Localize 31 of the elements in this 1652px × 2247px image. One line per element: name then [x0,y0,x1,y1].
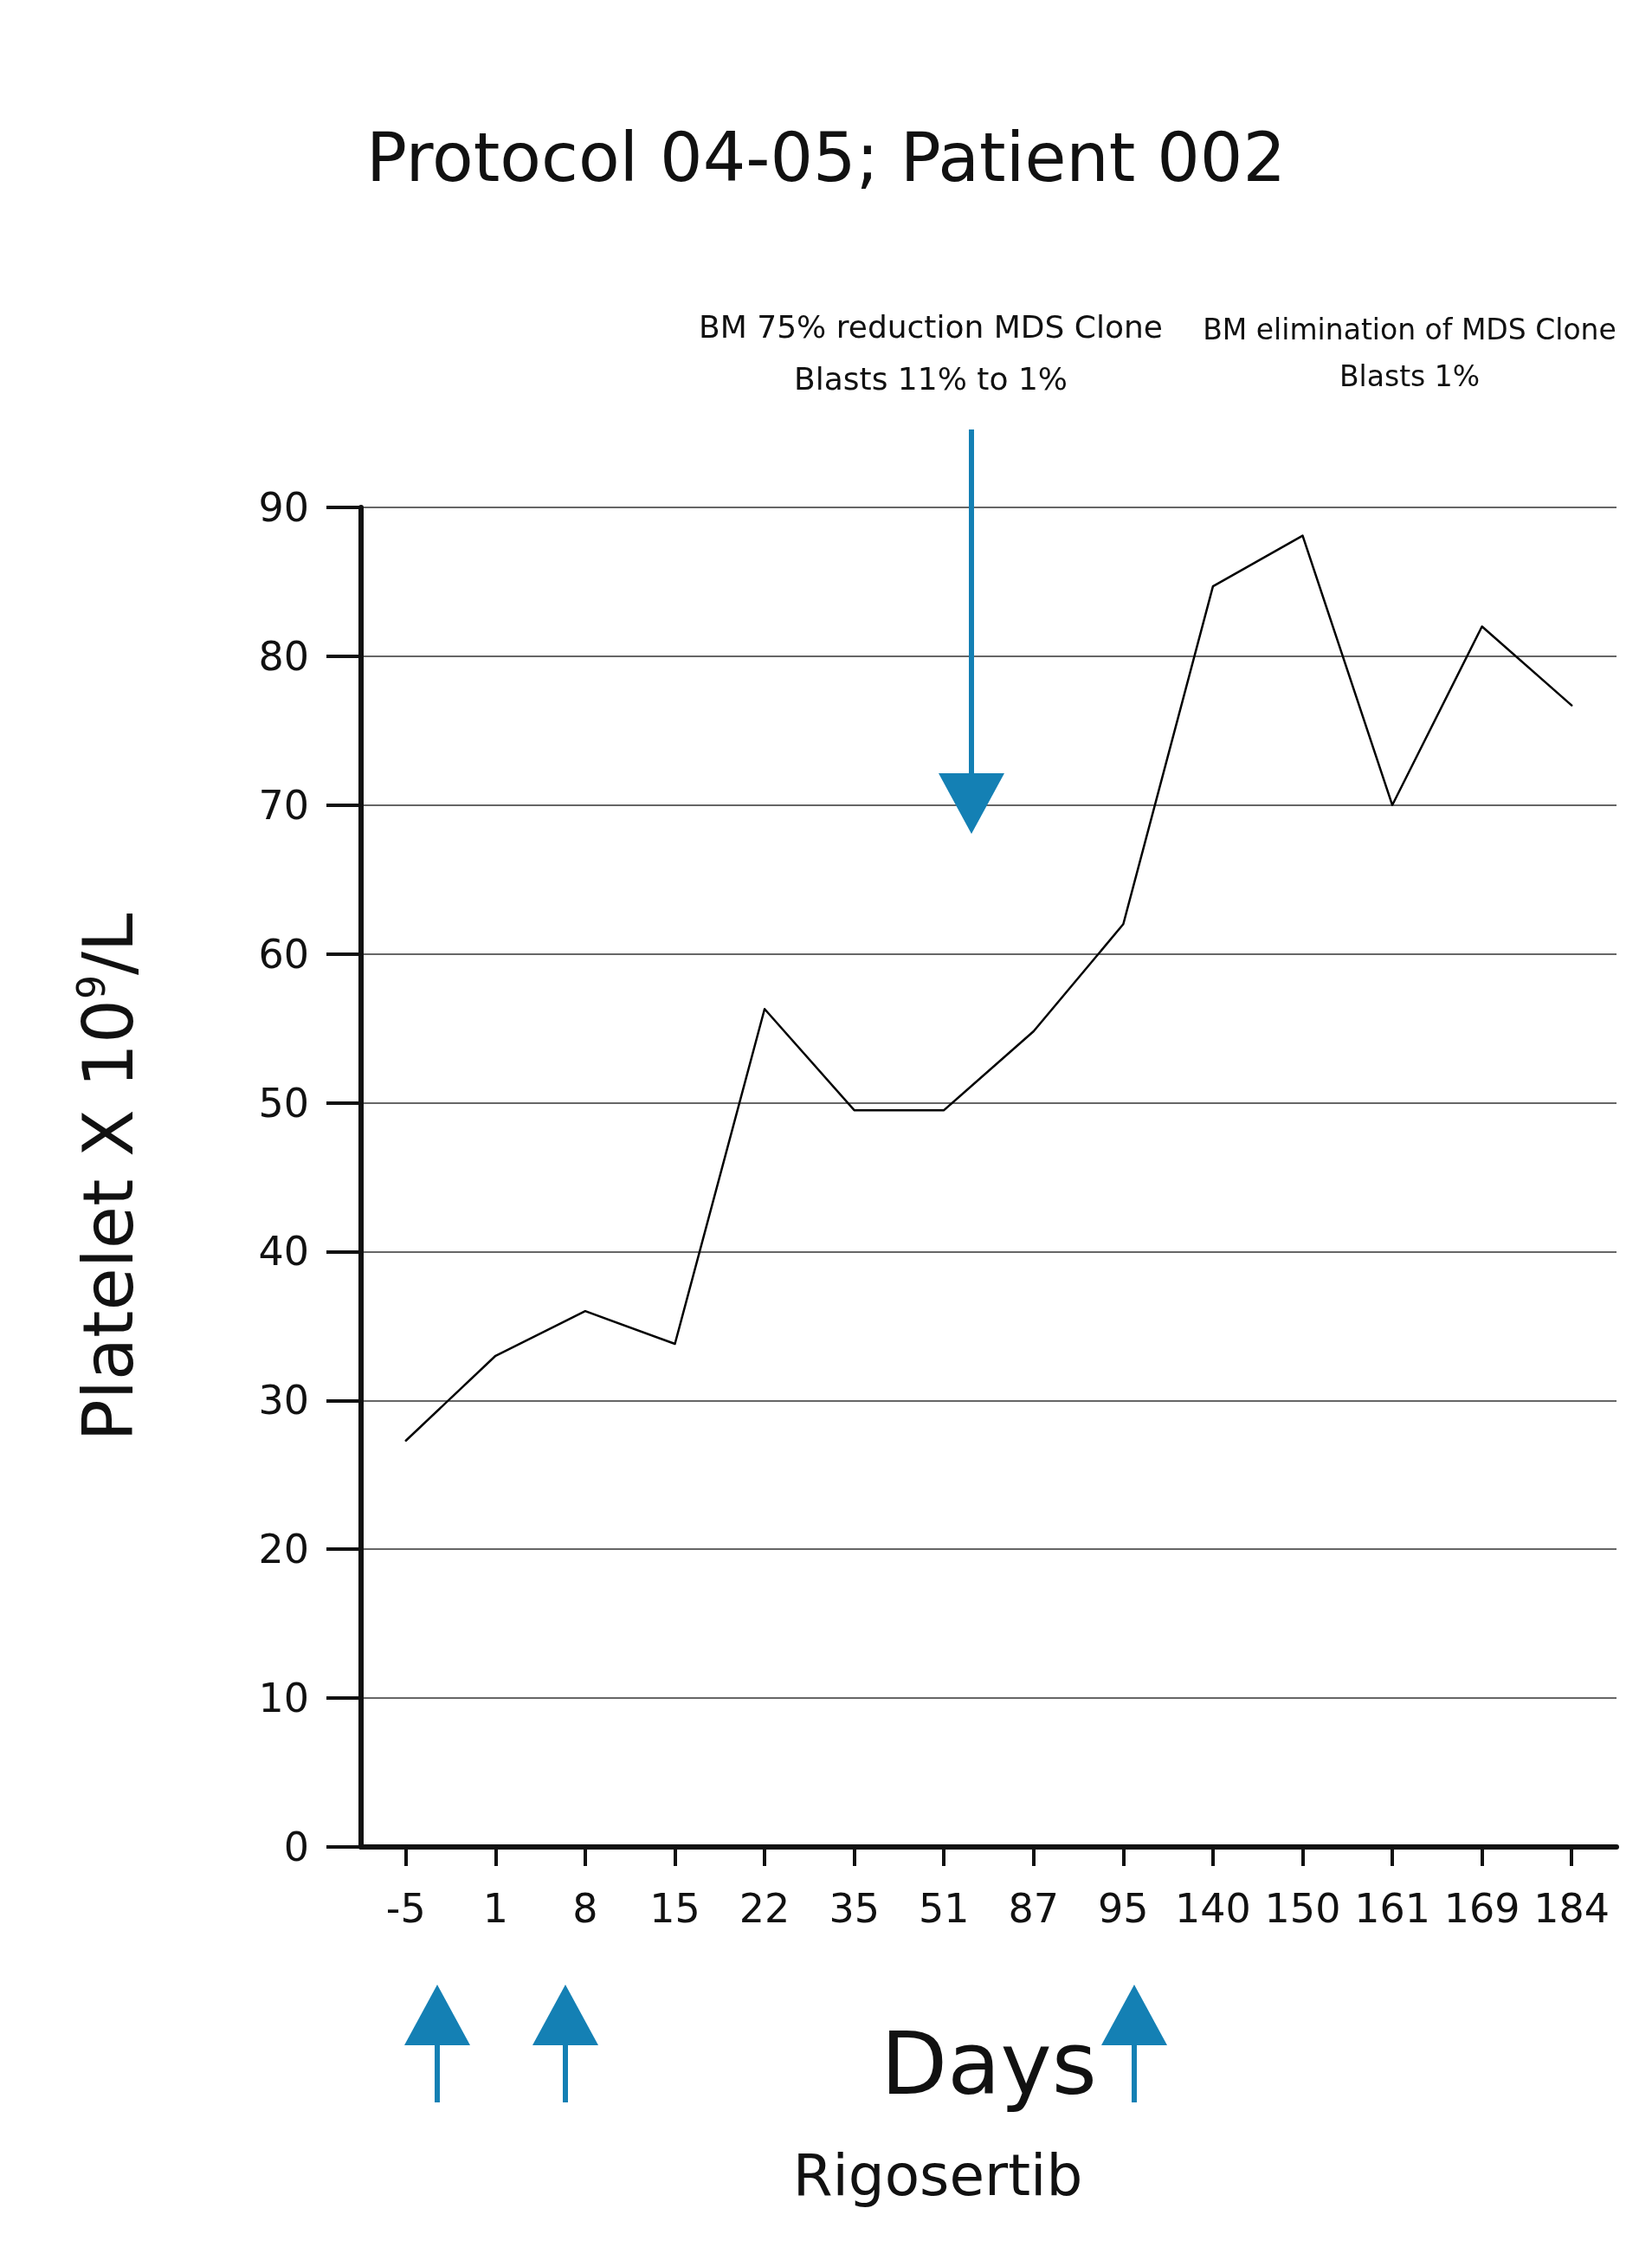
y-tick-label: 80 [258,632,309,680]
x-tick-label: 161 [1354,1885,1430,1932]
line-series [404,534,1573,1442]
y-tick-label: 0 [283,1824,309,1870]
y-tick-label: 70 [258,781,309,829]
x-tick-label: 1 [482,1885,508,1932]
x-tick-label: 15 [649,1885,700,1932]
y-tick-label: 40 [258,1228,309,1275]
x-tick-label: 8 [572,1885,598,1932]
x-tick-label: 169 [1443,1885,1520,1932]
y-tick-label: 30 [258,1377,309,1424]
x-tick-label: -5 [385,1885,426,1932]
x-tick-label: 22 [739,1885,791,1932]
y-tick-label: 10 [258,1675,309,1722]
x-tick-label: 140 [1175,1885,1251,1932]
x-tick-label: 184 [1533,1885,1610,1932]
x-tick-label: 35 [829,1885,880,1932]
y-tick-label: 20 [258,1526,309,1573]
y-axis-title: Platelet X 109/L [68,913,149,1442]
y-tick-label: 50 [258,1079,309,1127]
text: Rigosertib [792,2141,1083,2209]
x-tick-label: 95 [1098,1885,1149,1932]
y-tick-label: 90 [258,484,309,531]
text: BM elimination of MDS Clone Blasts 1% [1203,312,1617,394]
y-tick-label: 60 [258,930,309,978]
x-tick-label: 51 [918,1885,970,1932]
chart-title: Protocol 04-05; Patient 002 [365,119,1287,197]
text: BM 75% reduction MDS Clone Blasts 11% to 1% [699,309,1163,397]
x-tick-label: 150 [1264,1885,1341,1932]
x-tick-label: 87 [1008,1885,1060,1932]
x-axis-title: Days [881,2012,1097,2115]
